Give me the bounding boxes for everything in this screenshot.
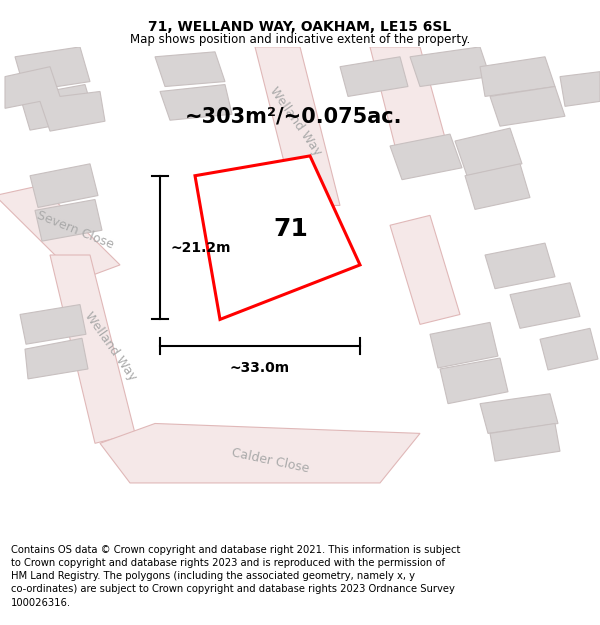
Text: 71, WELLAND WAY, OAKHAM, LE15 6SL: 71, WELLAND WAY, OAKHAM, LE15 6SL — [148, 20, 452, 34]
Polygon shape — [15, 47, 90, 91]
Polygon shape — [465, 164, 530, 209]
Polygon shape — [390, 134, 462, 179]
Text: Welland Way: Welland Way — [266, 84, 323, 158]
Polygon shape — [50, 255, 135, 443]
Polygon shape — [480, 57, 555, 96]
Text: co-ordinates) are subject to Crown copyright and database rights 2023 Ordnance S: co-ordinates) are subject to Crown copyr… — [11, 584, 455, 594]
Text: 71: 71 — [274, 217, 308, 241]
Polygon shape — [430, 322, 498, 368]
Polygon shape — [560, 72, 600, 106]
Polygon shape — [5, 67, 105, 131]
Polygon shape — [20, 304, 86, 344]
Polygon shape — [480, 394, 558, 433]
Polygon shape — [20, 84, 95, 130]
Polygon shape — [490, 424, 560, 461]
Polygon shape — [485, 243, 555, 289]
Text: ~303m²/~0.075ac.: ~303m²/~0.075ac. — [185, 106, 403, 126]
Polygon shape — [490, 86, 565, 126]
Polygon shape — [540, 328, 598, 370]
Text: Welland Way: Welland Way — [82, 309, 139, 383]
Text: HM Land Registry. The polygons (including the associated geometry, namely x, y: HM Land Registry. The polygons (includin… — [11, 571, 415, 581]
Polygon shape — [0, 186, 120, 280]
Polygon shape — [510, 282, 580, 328]
Text: ~21.2m: ~21.2m — [170, 241, 230, 254]
Polygon shape — [455, 128, 522, 176]
Polygon shape — [160, 84, 232, 120]
Polygon shape — [195, 156, 360, 319]
Polygon shape — [370, 47, 450, 166]
Text: to Crown copyright and database rights 2023 and is reproduced with the permissio: to Crown copyright and database rights 2… — [11, 558, 445, 568]
Polygon shape — [35, 199, 102, 241]
Polygon shape — [340, 57, 408, 96]
Text: 100026316.: 100026316. — [11, 598, 71, 608]
Text: ~33.0m: ~33.0m — [230, 361, 290, 375]
Text: Severn Close: Severn Close — [35, 209, 115, 251]
Text: Map shows position and indicative extent of the property.: Map shows position and indicative extent… — [130, 32, 470, 46]
Polygon shape — [390, 216, 460, 324]
Polygon shape — [155, 52, 225, 86]
Polygon shape — [100, 424, 420, 483]
Polygon shape — [30, 164, 98, 208]
Polygon shape — [410, 47, 490, 86]
Polygon shape — [440, 358, 508, 404]
Polygon shape — [255, 47, 340, 206]
Text: Contains OS data © Crown copyright and database right 2021. This information is : Contains OS data © Crown copyright and d… — [11, 545, 460, 555]
Polygon shape — [25, 338, 88, 379]
Text: Calder Close: Calder Close — [230, 447, 310, 476]
